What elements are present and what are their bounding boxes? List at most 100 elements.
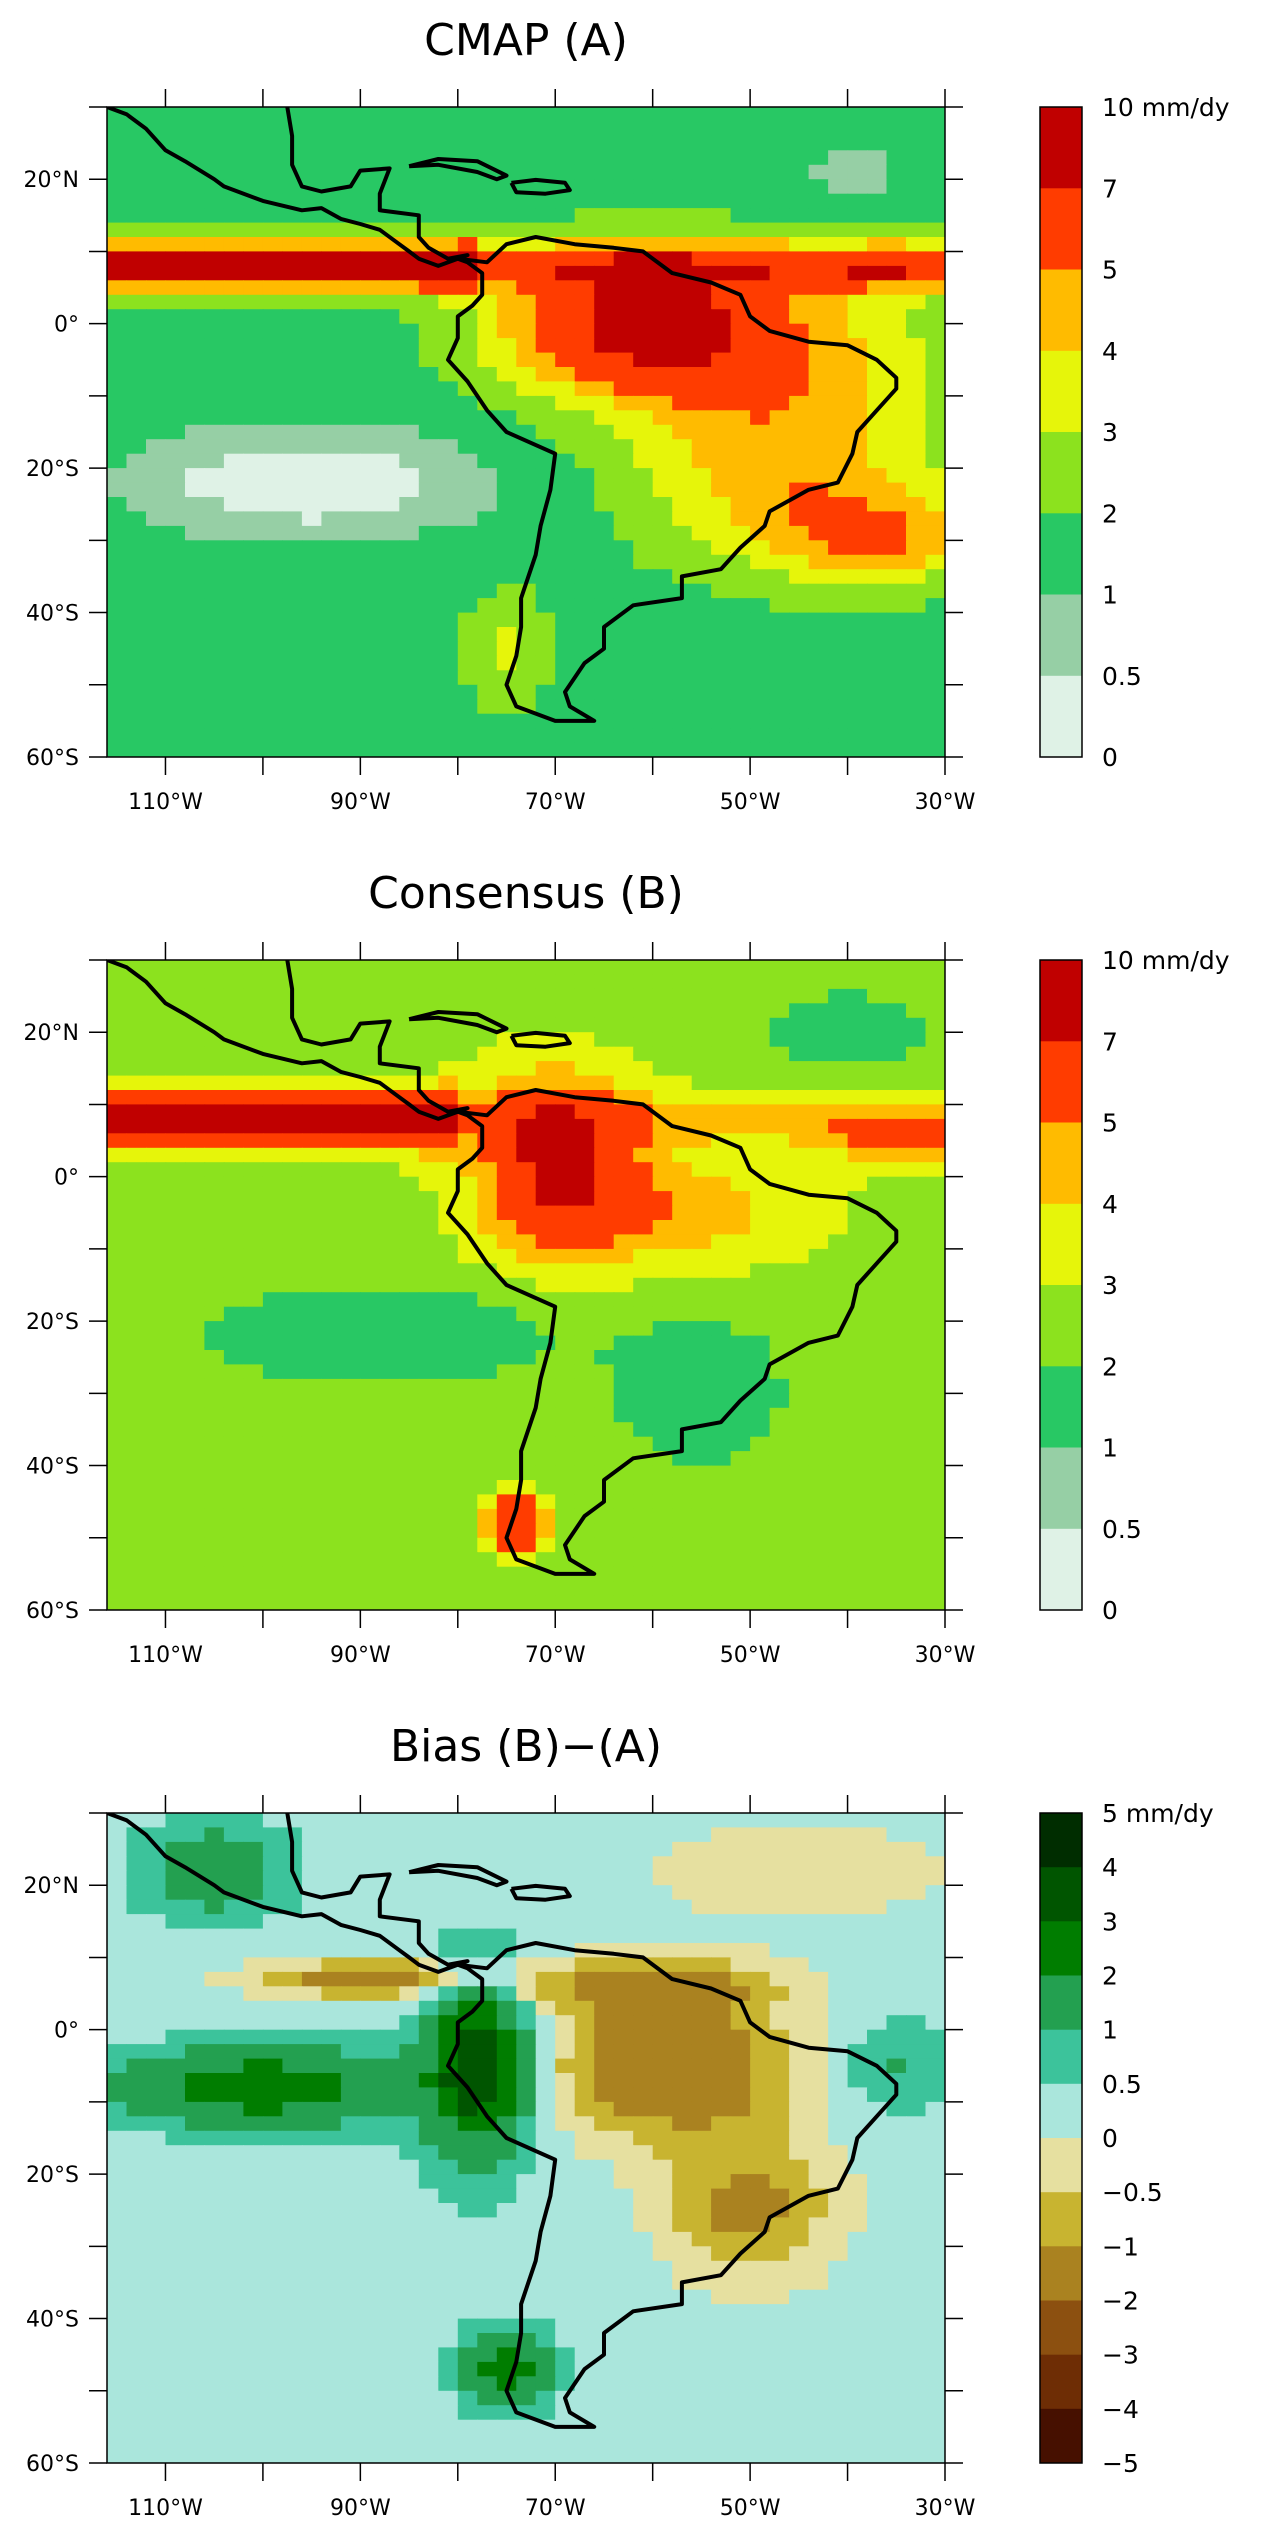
lat-tick-label: 20°S [26, 457, 79, 482]
lat-tick-label: 20°N [24, 1874, 79, 1899]
colorbar-label: 4 [1102, 337, 1118, 366]
colorbar-label: 3 [1102, 418, 1118, 447]
lat-tick-label: 40°S [26, 2308, 79, 2333]
colorbar-swatch [1040, 513, 1082, 595]
colorbar-swatch [1040, 188, 1082, 270]
lat-tick-label: 0° [54, 1166, 79, 1191]
colorbar-swatch [1040, 432, 1082, 514]
colorbar-swatch [1040, 351, 1082, 433]
colorbar-label: 3 [1102, 1271, 1118, 1300]
colorbar-label: 0 [1102, 743, 1118, 772]
colorbar-label: 4 [1102, 1190, 1118, 1219]
map-panel-consensus: Consensus (B) 110°W 90°W 70°W 50°W 30°W 20°N 0°… [24, 868, 1230, 1668]
lat-tick-label: 20°N [24, 168, 79, 193]
lon-tick-label: 30°W [915, 790, 976, 815]
colorbar-swatch [1040, 2301, 1082, 2356]
colorbar-swatch [1040, 2030, 1082, 2085]
colorbar-swatch [1040, 2409, 1082, 2464]
colorbar-label: 3 [1102, 1907, 1118, 1936]
lon-tick-label: 70°W [525, 790, 586, 815]
colorbar-swatch [1040, 1867, 1082, 1922]
colorbar-swatch [1040, 270, 1082, 352]
colorbar-label: 5 [1102, 1109, 1118, 1138]
colorbar-swatch [1040, 960, 1082, 1042]
colorbar-swatch [1040, 1123, 1082, 1205]
colorbar: 10 mm/dy 7 5 4 3 2 1 0.5 0 [1040, 946, 1230, 1625]
shaded-field [107, 107, 946, 758]
colorbar-label: −2 [1102, 2287, 1139, 2316]
colorbar-label: 2 [1102, 499, 1118, 528]
colorbar-swatch [1040, 107, 1082, 189]
colorbar-label: −0.5 [1102, 2178, 1163, 2207]
lon-tick-label: 90°W [330, 1643, 391, 1668]
colorbar-label: 10 mm/dy [1102, 946, 1230, 975]
lon-tick-label: 70°W [525, 1643, 586, 1668]
shaded-field [107, 960, 946, 1611]
lon-tick-label: 110°W [128, 790, 203, 815]
colorbar-swatch [1040, 676, 1082, 758]
colorbar: 5 mm/dy 4 3 2 1 0.5 0 −0.5 −1 −2 −3 −4 −5 [1040, 1799, 1214, 2478]
colorbar-swatch [1040, 1041, 1082, 1123]
colorbar-swatch [1040, 1976, 1082, 2031]
colorbar-label: −5 [1102, 2449, 1139, 2478]
colorbar-label: 5 [1102, 256, 1118, 285]
colorbar-label: 10 mm/dy [1102, 93, 1230, 122]
colorbar-label: 0 [1102, 2124, 1118, 2153]
colorbar-label: −4 [1102, 2395, 1139, 2424]
colorbar-label: 1 [1102, 1434, 1118, 1463]
colorbar-label: 1 [1102, 2016, 1118, 2045]
colorbar-label: 2 [1102, 1352, 1118, 1381]
colorbar-swatch [1040, 595, 1082, 677]
lon-tick-label: 30°W [915, 2496, 976, 2521]
colorbar-swatch [1040, 1448, 1082, 1530]
lon-tick-label: 110°W [128, 2496, 203, 2521]
lat-tick-label: 60°S [26, 1599, 79, 1624]
lat-tick-label: 20°S [26, 2163, 79, 2188]
colorbar-label: −1 [1102, 2232, 1139, 2261]
lat-tick-label: 40°S [26, 602, 79, 627]
panel-title: Consensus (B) [368, 868, 684, 919]
lat-tick-label: 40°S [26, 1455, 79, 1480]
colorbar-swatch [1040, 1529, 1082, 1611]
lat-tick-label: 0° [54, 2019, 79, 2044]
colorbar-swatch [1040, 1366, 1082, 1448]
colorbar-label: 0 [1102, 1596, 1118, 1625]
colorbar-swatch [1040, 1921, 1082, 1976]
lat-tick-label: 0° [54, 313, 79, 338]
lon-tick-label: 110°W [128, 1643, 203, 1668]
colorbar-swatch [1040, 2084, 1082, 2139]
lat-tick-label: 20°S [26, 1310, 79, 1335]
lat-tick-label: 60°S [26, 2452, 79, 2477]
colorbar-swatch [1040, 1285, 1082, 1367]
lat-tick-label: 60°S [26, 746, 79, 771]
lon-tick-label: 90°W [330, 790, 391, 815]
shaded-field [107, 1813, 946, 2464]
lon-tick-label: 70°W [525, 2496, 586, 2521]
lon-tick-label: 50°W [720, 2496, 781, 2521]
colorbar-label: 7 [1102, 1027, 1118, 1056]
lat-tick-label: 20°N [24, 1021, 79, 1046]
colorbar-swatch [1040, 2246, 1082, 2301]
lon-tick-label: 30°W [915, 1643, 976, 1668]
colorbar-label: 4 [1102, 1853, 1118, 1882]
colorbar-label: 5 mm/dy [1102, 1799, 1214, 1828]
lon-tick-label: 90°W [330, 2496, 391, 2521]
colorbar-swatch [1040, 2355, 1082, 2410]
colorbar-label: 0.5 [1102, 1515, 1142, 1544]
colorbar-swatch [1040, 2192, 1082, 2247]
panel-title: CMAP (A) [424, 15, 628, 66]
colorbar-label: 1 [1102, 581, 1118, 610]
colorbar-label: 2 [1102, 1962, 1118, 1991]
colorbar: 10 mm/dy 7 5 4 3 2 1 0.5 0 [1040, 93, 1230, 772]
colorbar-label: −3 [1102, 2341, 1139, 2370]
colorbar-swatch [1040, 1204, 1082, 1286]
colorbar-label: 0.5 [1102, 2070, 1142, 2099]
lon-tick-label: 50°W [720, 1643, 781, 1668]
colorbar-label: 0.5 [1102, 662, 1142, 691]
colorbar-label: 7 [1102, 174, 1118, 203]
colorbar-swatch [1040, 2138, 1082, 2193]
colorbar-swatch [1040, 1813, 1082, 1868]
